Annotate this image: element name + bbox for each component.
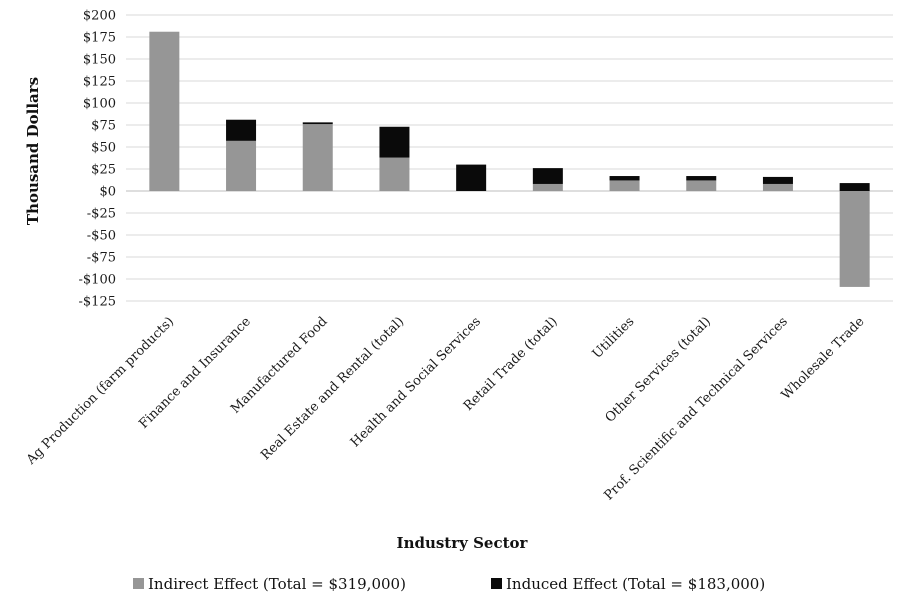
y-tick-label: $175 [83, 31, 116, 46]
bars [149, 31, 870, 287]
y-tick-label: $50 [91, 141, 116, 156]
bar-induced [686, 176, 717, 181]
bar-indirect [609, 180, 640, 191]
bar-induced [839, 183, 870, 191]
x-tick-label: Health and Social Services [348, 314, 484, 450]
y-tick-label: -$125 [79, 295, 116, 310]
bar-indirect [839, 191, 870, 287]
legend-label-induced: Induced Effect (Total = $183,000) [506, 575, 765, 593]
bar-indirect [226, 140, 257, 191]
bar-induced [302, 122, 333, 125]
legend: Indirect Effect (Total = $319,000) Induc… [133, 575, 765, 593]
bar-induced [379, 126, 410, 158]
y-axis-ticks: -$125 -$100 -$75 -$50 -$25 $0 $25 $50 $75 $100 $12… [79, 9, 116, 310]
bar-indirect [532, 183, 563, 191]
x-tick-label: Wholesale Trade [779, 314, 868, 403]
y-tick-label: $75 [91, 119, 116, 134]
y-tick-label: -$75 [87, 251, 116, 266]
bar-induced [226, 119, 257, 141]
bar-induced [762, 176, 793, 184]
x-tick-label: Ag Production (farm products) [23, 314, 177, 468]
legend-label-indirect: Indirect Effect (Total = $319,000) [148, 575, 406, 593]
x-axis-labels: Ag Production (farm products)Finance and… [23, 314, 868, 504]
x-tick-label: Real Estate and Rental (total) [258, 314, 407, 463]
bar-indirect [302, 124, 333, 191]
bar-induced [456, 164, 487, 191]
y-tick-label: $200 [83, 9, 116, 24]
bar-indirect [379, 157, 410, 191]
y-axis-title: Thousand Dollars [24, 77, 42, 225]
bar-indirect [686, 180, 717, 191]
bar-indirect [149, 31, 180, 191]
bar-induced [609, 176, 640, 181]
bar-induced [532, 168, 563, 184]
x-tick-label: Utilities [590, 314, 638, 362]
legend-swatch-induced [491, 578, 502, 589]
bar-indirect [762, 183, 793, 191]
y-tick-label: -$50 [87, 229, 116, 244]
y-tick-label: $125 [83, 75, 116, 90]
legend-swatch-indirect [133, 578, 144, 589]
y-tick-label: $25 [91, 163, 116, 178]
x-axis-title: Industry Sector [397, 534, 529, 552]
y-tick-label: -$25 [87, 207, 116, 222]
y-tick-label: -$100 [79, 273, 116, 288]
y-tick-label: $150 [83, 53, 116, 68]
y-tick-label: $100 [83, 97, 116, 112]
y-tick-label: $0 [99, 185, 116, 200]
